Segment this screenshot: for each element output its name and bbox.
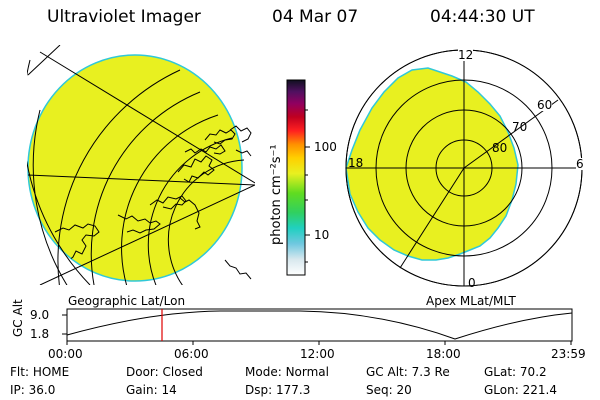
mlt-axis xyxy=(399,167,465,269)
status-glat: GLat: 70.2 xyxy=(484,365,547,379)
time-label: 04:44:30 UT xyxy=(430,7,535,27)
altitude-plot xyxy=(62,308,573,345)
lat-line xyxy=(57,69,181,285)
mlt-label-top: 12 xyxy=(458,48,474,62)
mlt-label-right: 6 xyxy=(576,157,584,171)
status-gain: Gain: 14 xyxy=(126,383,177,397)
colorbar-unit-label: photon cm⁻²s⁻¹ xyxy=(269,144,284,245)
coastline xyxy=(149,195,187,210)
status-flt: Flt: HOME xyxy=(10,365,70,379)
coastline xyxy=(235,149,252,157)
right-panel-caption: Apex MLat/MLT xyxy=(426,294,516,308)
lat-line xyxy=(167,159,245,285)
altitude-curve xyxy=(66,310,573,340)
lat-line xyxy=(121,114,219,285)
coastline xyxy=(224,259,252,280)
coastline xyxy=(179,197,201,230)
lon-line xyxy=(27,45,61,76)
lat-line xyxy=(147,137,233,285)
altitude-ytick-high: 9.0 xyxy=(30,308,50,322)
lat-line xyxy=(32,109,68,285)
coastline xyxy=(117,214,161,234)
mlt-label-left: 18 xyxy=(348,156,364,170)
altitude-ytick-low: 1.8 xyxy=(30,327,50,341)
colorbar-tick-10: 10 xyxy=(314,228,330,242)
status-door: Door: Closed xyxy=(126,365,203,379)
coastline xyxy=(204,129,236,145)
mlt-label-bottom: 0 xyxy=(468,276,476,290)
lon-line xyxy=(39,184,255,285)
colorbar-tick-100: 100 xyxy=(314,140,337,154)
altitude-xtick: 06:00 xyxy=(174,347,209,361)
coastline xyxy=(184,144,226,155)
lon-line xyxy=(39,51,255,184)
mlat-label-80: 80 xyxy=(492,141,508,155)
left-panel-caption: Geographic Lat/Lon xyxy=(68,294,186,308)
date-label: 04 Mar 07 xyxy=(272,7,359,27)
status-seq: Seq: 20 xyxy=(366,383,412,397)
coastline xyxy=(54,223,100,262)
status-gc-alt: GC Alt: 7.3 Re xyxy=(366,365,450,379)
mlat-label-70: 70 xyxy=(512,120,528,134)
coastline xyxy=(229,125,252,143)
coastline xyxy=(177,155,215,183)
altitude-ylabel: GC Alt xyxy=(11,299,25,337)
right-imager-coverage xyxy=(345,67,519,261)
lat-line xyxy=(27,59,91,285)
status-dsp: Dsp: 177.3 xyxy=(245,383,311,397)
apex-panel xyxy=(345,49,583,287)
mlt-axis xyxy=(463,99,559,169)
lon-line xyxy=(27,174,255,186)
status-glon: GLon: 221.4 xyxy=(484,383,557,397)
colorbar xyxy=(286,79,310,276)
altitude-xtick: 12:00 xyxy=(300,347,335,361)
altitude-xtick: 18:00 xyxy=(426,347,461,361)
status-ip: IP: 36.0 xyxy=(10,383,56,397)
mlat-label-60: 60 xyxy=(537,98,553,112)
status-mode: Mode: Normal xyxy=(245,365,329,379)
geographic-panel xyxy=(27,45,255,285)
colorbar-scale xyxy=(286,79,306,276)
app-title: Ultraviolet Imager xyxy=(47,7,201,27)
lat-line xyxy=(90,91,201,285)
altitude-plot-frame xyxy=(66,308,573,342)
altitude-xtick: 00:00 xyxy=(48,347,83,361)
altitude-xtick: 23:59 xyxy=(551,347,586,361)
